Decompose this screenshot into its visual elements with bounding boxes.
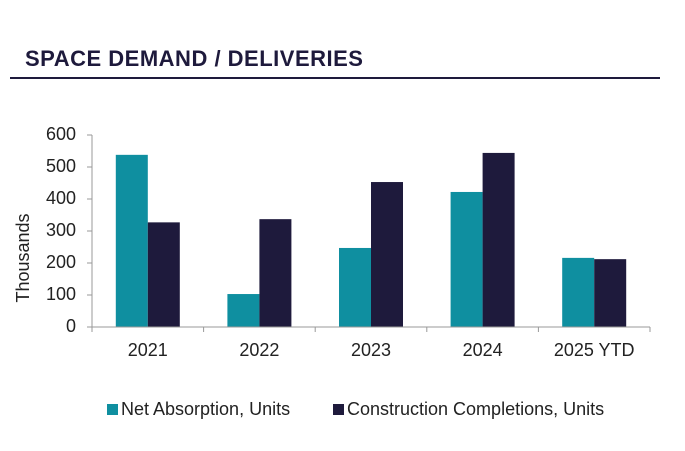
bar: [594, 259, 627, 327]
legend-label: Net Absorption, Units: [121, 399, 290, 419]
bar: [147, 222, 180, 327]
x-tick-label: 2025 YTD: [554, 340, 635, 360]
chart-title: SPACE DEMAND / DELIVERIES: [25, 46, 363, 71]
bar: [482, 152, 515, 327]
x-tick-label: 2022: [239, 340, 279, 360]
bar: [115, 154, 148, 327]
x-tick-label: 2024: [463, 340, 503, 360]
y-tick-label: 200: [46, 252, 76, 272]
bar: [562, 257, 595, 327]
bar: [339, 247, 371, 327]
legend-swatch: [333, 404, 344, 415]
y-tick-label: 600: [46, 124, 76, 144]
bar: [227, 294, 260, 327]
y-axis-label: Thousands: [13, 213, 33, 302]
y-tick-label: 300: [46, 220, 76, 240]
y-tick-label: 500: [46, 156, 76, 176]
bar: [450, 191, 483, 327]
legend-label: Construction Completions, Units: [347, 399, 604, 419]
legend-swatch: [107, 404, 118, 415]
y-tick-label: 400: [46, 188, 76, 208]
bar: [371, 182, 403, 327]
y-tick-label: 100: [46, 284, 76, 304]
y-tick-label: 0: [66, 316, 76, 336]
x-tick-label: 2021: [128, 340, 168, 360]
x-tick-label: 2023: [351, 340, 391, 360]
bar: [259, 219, 292, 327]
